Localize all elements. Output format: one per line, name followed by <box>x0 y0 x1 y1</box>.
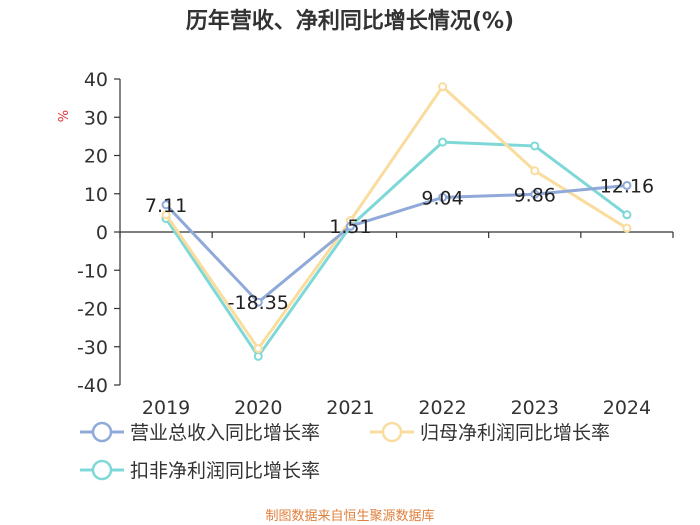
data-point[interactable] <box>161 210 171 220</box>
series-line <box>164 140 628 358</box>
data-label: 7.11 <box>145 195 187 217</box>
legend-item-2[interactable]: 归母净利润同比增长率 <box>370 421 610 444</box>
axes: 40 30 20 10 0 -10 -20 -30 -40 2019 2020 2021 2022 202… <box>77 69 674 419</box>
y-tick-label: -30 <box>77 337 108 359</box>
data-point[interactable] <box>438 82 448 92</box>
y-tick-label: 30 <box>84 107 108 129</box>
legend-marker <box>91 459 113 481</box>
data-point[interactable] <box>530 141 540 151</box>
y-tick-label: -40 <box>77 375 108 397</box>
x-tick-label: 2024 <box>603 397 651 419</box>
series-3 <box>161 137 632 361</box>
data-point[interactable] <box>530 166 540 176</box>
data-point[interactable] <box>161 200 171 210</box>
data-point[interactable] <box>622 180 632 190</box>
x-tick-label: 2020 <box>234 397 282 419</box>
data-point[interactable] <box>622 223 632 233</box>
y-tick-label: 40 <box>84 69 108 91</box>
x-tick-label: 2019 <box>142 397 190 419</box>
data-point[interactable] <box>253 344 263 354</box>
chart-title: 历年营收、净利同比增长情况(%) <box>186 8 514 34</box>
x-tick-label: 2022 <box>418 397 466 419</box>
data-point[interactable] <box>345 221 355 231</box>
y-tick-label: 0 <box>96 222 108 244</box>
y-tick-label: 20 <box>84 146 108 168</box>
data-labels: 7.11 -18.35 1.51 9.04 9.86 12.16 <box>145 175 654 314</box>
legend-label: 扣非净利润同比增长率 <box>130 460 320 482</box>
data-point[interactable] <box>530 189 540 199</box>
y-tick-label: 10 <box>84 184 108 206</box>
data-point[interactable] <box>253 351 263 361</box>
y-axis-label: % <box>57 110 72 122</box>
legend-marker <box>91 421 113 443</box>
data-label: -18.35 <box>228 292 289 314</box>
legend-item-3[interactable]: 扣非净利润同比增长率 <box>80 459 320 482</box>
data-point[interactable] <box>438 137 448 147</box>
data-label: 1.51 <box>329 216 371 238</box>
series-line <box>164 85 628 351</box>
x-tick-label: 2023 <box>511 397 559 419</box>
data-label: 9.04 <box>421 187 463 209</box>
data-point[interactable] <box>438 192 448 202</box>
series-1 <box>161 180 632 307</box>
series-2 <box>161 82 632 354</box>
data-label: 12.16 <box>600 175 654 197</box>
legend-label: 营业总收入同比增长率 <box>130 422 320 444</box>
source-footer: 制图数据来自恒生聚源数据库 <box>265 508 434 524</box>
x-tick-label: 2021 <box>326 397 374 419</box>
data-point[interactable] <box>622 210 632 220</box>
data-point[interactable] <box>253 297 263 307</box>
data-label: 9.86 <box>514 184 556 206</box>
legend-marker <box>381 421 403 443</box>
legend-label: 归母净利润同比增长率 <box>420 422 610 444</box>
series-line <box>164 183 628 304</box>
y-tick-label: -20 <box>77 299 108 321</box>
series-layer <box>161 82 632 361</box>
legend-item-1[interactable]: 营业总收入同比增长率 <box>80 421 320 444</box>
y-tick-label: -10 <box>77 260 108 282</box>
